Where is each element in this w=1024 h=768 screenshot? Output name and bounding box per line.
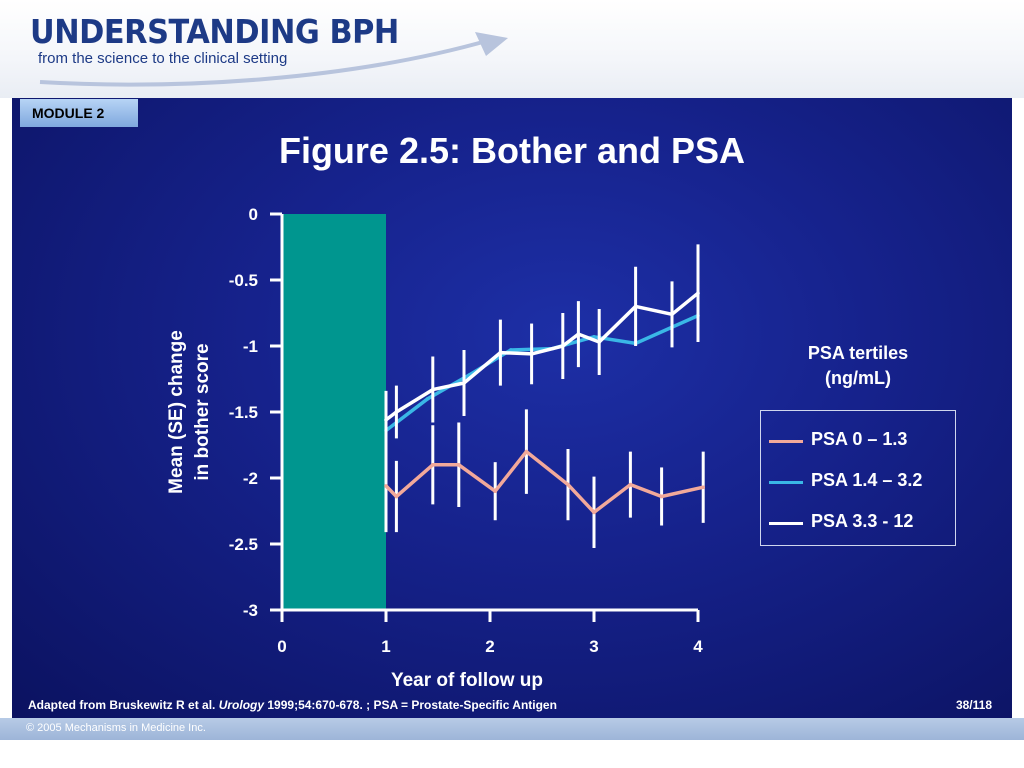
module-tab: MODULE 2 (20, 99, 138, 127)
page-number: 38/118 (955, 698, 992, 712)
baseline-bar (282, 214, 386, 610)
data-point-psa-high (529, 352, 534, 356)
data-point-psa-high (431, 387, 435, 392)
legend-label-psa-high: PSA 3.3 - 12 (811, 511, 914, 531)
slide-background (12, 98, 1012, 718)
legend-swatch-psa-high (769, 522, 803, 525)
header-banner: UNDERSTANDING BPH from the science to th… (0, 0, 1024, 98)
copyright: © 2005 Mechanisms in Medicine Inc. (26, 722, 206, 734)
y-tick-label: -2 (243, 469, 258, 488)
legend-title-line2: (ng/mL) (825, 368, 891, 388)
legend-item-psa-low: PSA 0 – 1.3 (769, 429, 955, 453)
data-point-psa-high (576, 332, 581, 336)
data-point-psa-low (384, 484, 388, 488)
data-point-psa-high (561, 344, 565, 348)
series-line-psa-high (384, 291, 700, 422)
y-tick-label: 0 (249, 205, 258, 224)
logo-swoosh-icon (39, 32, 508, 87)
data-point-psa-low (457, 463, 461, 467)
data-point-psa-low (659, 494, 664, 499)
data-point-psa-high (384, 418, 388, 422)
logo-title: UNDERSTANDING BPH (30, 12, 399, 51)
y-axis-title-line1: Mean (SE) change (166, 330, 187, 494)
legend-swatch-psa-low (769, 440, 803, 443)
x-tick-label: 1 (381, 637, 390, 656)
y-tick-label: -3 (243, 601, 258, 620)
x-tick-label: 4 (693, 637, 703, 656)
x-tick-label: 2 (485, 637, 494, 656)
data-point-psa-low (394, 494, 399, 499)
y-tick-label: -2.5 (229, 535, 258, 554)
x-axis-title: Year of follow up (391, 670, 543, 691)
data-point-psa-high (394, 410, 399, 414)
legend-title-line1: PSA tertiles (807, 343, 909, 363)
y-tick-label: -1 (243, 337, 258, 356)
legend-item-psa-high: PSA 3.3 - 12 (769, 511, 955, 535)
citation-prefix: Adapted from Bruskewitz R et al. (28, 698, 219, 712)
x-tick-label: 0 (277, 637, 286, 656)
legend-title: PSA tertiles (ng/mL) (760, 341, 956, 391)
data-point-psa-low (493, 489, 498, 494)
legend: PSA 0 – 1.3 PSA 1.4 – 3.2 PSA 3.3 - 12 (760, 410, 956, 546)
data-point-psa-mid (425, 397, 430, 401)
citation-journal: Urology (218, 698, 265, 712)
data-point-psa-low (701, 485, 705, 490)
data-point-psa-mid (509, 348, 513, 352)
data-point-psa-low (524, 449, 529, 454)
citation-note: Adapted from Bruskewitz R et al. Urology… (28, 698, 557, 712)
slide-title: Figure 2.5: Bother and PSA (278, 130, 746, 171)
y-tick-label: -1.5 (229, 403, 258, 422)
legend-item-psa-mid: PSA 1.4 – 3.2 (769, 470, 955, 494)
data-point-psa-low (566, 482, 570, 487)
data-point-psa-low (592, 510, 596, 515)
legend-swatch-psa-mid (769, 481, 803, 484)
legend-label-psa-low: PSA 0 – 1.3 (811, 429, 908, 449)
legend-label-psa-mid: PSA 1.4 – 3.2 (811, 470, 923, 490)
data-point-psa-high (498, 350, 503, 355)
x-tick-label: 3 (589, 637, 598, 656)
data-point-psa-high (670, 312, 674, 317)
data-point-psa-mid (592, 334, 596, 339)
bottom-bar (0, 718, 1024, 740)
data-point-psa-high (633, 304, 638, 309)
data-point-psa-high (597, 340, 601, 344)
logo-subtitle: from the science to the clinical setting (38, 50, 288, 67)
data-point-psa-high (696, 291, 700, 296)
citation-suffix: 1999;54:670-678. ; PSA = Prostate-Specif… (264, 698, 557, 712)
y-axis-title-line2: in bother score (192, 343, 213, 480)
data-point-psa-low (431, 463, 435, 467)
data-point-psa-high (462, 381, 466, 385)
data-point-psa-low (628, 482, 633, 487)
y-tick-label: -0.5 (229, 271, 258, 290)
